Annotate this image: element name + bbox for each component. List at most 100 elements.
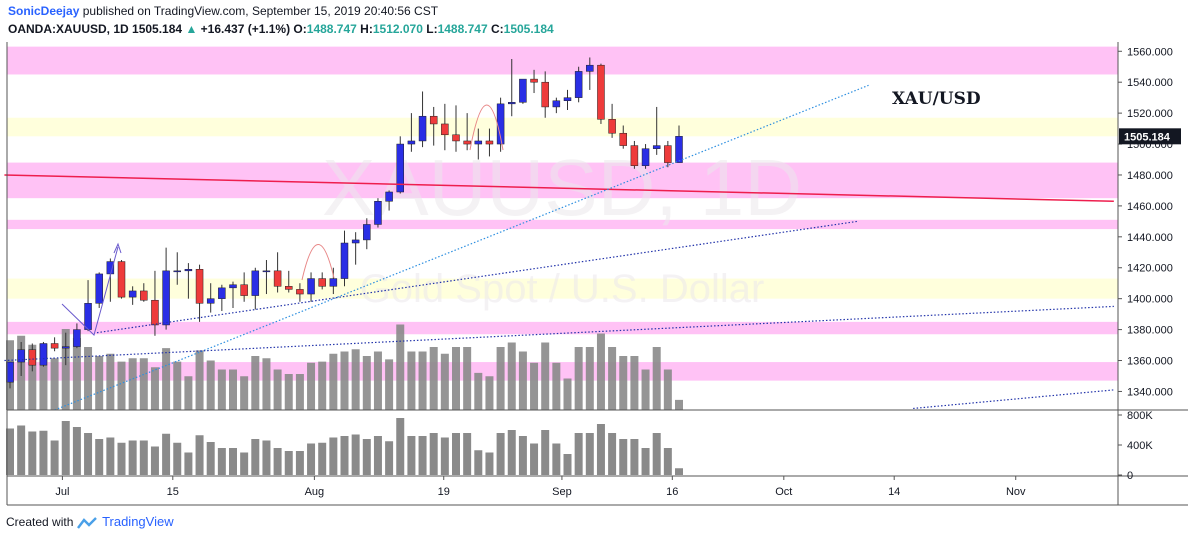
candle-body	[530, 78, 538, 83]
candle-body	[351, 239, 360, 244]
volume-bar	[150, 446, 159, 475]
candle-body	[17, 349, 25, 363]
trend-line-red-0	[4, 174, 1114, 203]
time-tick-label: 16	[666, 486, 678, 498]
price-pane-volume-bar	[429, 347, 438, 410]
volume-bar	[507, 430, 516, 475]
price-tick-label: 1440.000	[1127, 232, 1173, 244]
candle-body	[597, 64, 605, 120]
candle-body	[128, 290, 137, 298]
price-pane-volume-bar	[284, 374, 293, 410]
time-tick-label: 19	[438, 486, 450, 498]
time-tick-label: Aug	[305, 486, 325, 498]
close-value: 1505.184	[503, 22, 554, 36]
volume-bar	[95, 439, 104, 475]
time-tick-label: Sep	[552, 486, 572, 498]
price-pane-volume-bar	[251, 356, 260, 410]
time-tick-label: 15	[167, 486, 179, 498]
price-pane-volume-bar	[307, 362, 316, 410]
volume-bar	[240, 452, 249, 475]
price-pane-volume-bar	[396, 324, 405, 410]
price-tick-label: 1520.000	[1127, 108, 1173, 120]
price-tick-label: 1560.000	[1127, 46, 1173, 58]
axes: 1560.0001540.0001520.0001500.0001480.000…	[6, 42, 1188, 506]
price-pane-volume-bar	[229, 369, 237, 410]
candle-body	[173, 270, 181, 273]
price-pane-volume-bar	[518, 351, 527, 410]
candle-body	[6, 361, 14, 383]
price-pane-volume-bar	[652, 347, 661, 410]
volume-bar	[206, 442, 215, 475]
volume-bar	[39, 430, 48, 475]
volume-bar	[50, 440, 59, 475]
volume-bar	[195, 435, 204, 475]
volume-bar	[385, 441, 394, 475]
price-pane-volume-bar	[619, 356, 628, 410]
candle-body	[619, 132, 627, 146]
arrow-head-icon	[113, 242, 122, 254]
volume-bar	[184, 452, 193, 475]
candle-body	[117, 261, 126, 298]
volume-bar	[84, 433, 93, 475]
publish-line: SonicDeejay published on TradingView.com…	[8, 4, 438, 18]
volume-bar	[273, 448, 282, 475]
candle-body	[630, 145, 639, 166]
volume-bar	[17, 425, 26, 475]
price-pane-volume-bar	[474, 372, 483, 410]
candle-body	[73, 329, 81, 347]
volume-bar	[407, 436, 416, 475]
volume-bars	[6, 324, 683, 475]
time-tick-label: 14	[888, 486, 900, 498]
volume-bar	[496, 433, 505, 475]
price-pane-volume-bar	[530, 362, 539, 410]
volume-bar	[251, 439, 260, 475]
volume-bar	[485, 452, 494, 475]
candles	[6, 57, 683, 389]
zone-pink-0	[7, 46, 1118, 75]
price-pane-volume-bar	[675, 399, 683, 410]
volume-bar	[596, 424, 605, 475]
volume-bar	[675, 468, 683, 475]
arrow-annotation	[61, 246, 119, 336]
candle-body	[485, 140, 494, 145]
trend-line-navy-4	[913, 389, 1114, 410]
tradingview-brand[interactable]: TradingView	[102, 514, 174, 529]
price-pane-volume-bar	[195, 350, 204, 410]
zone-pink-5	[7, 321, 1118, 335]
candle-body	[418, 115, 427, 142]
candle-body	[218, 287, 226, 299]
candle-body	[184, 269, 193, 272]
volume-bar	[563, 454, 572, 475]
author-link[interactable]: SonicDeejay	[8, 4, 80, 18]
volume-bar	[173, 442, 182, 475]
volume-bar	[418, 436, 427, 475]
price-pane-volume-bar	[173, 361, 182, 410]
price-pane-volume-bar	[541, 342, 550, 410]
volume-tick-label: 800K	[1127, 410, 1153, 422]
candle-body	[50, 343, 59, 349]
price-tick-label: 1480.000	[1127, 170, 1173, 182]
candle-body	[407, 140, 416, 145]
price-pane-volume-bar	[217, 369, 226, 410]
annotations	[61, 104, 504, 336]
price-pane-volume-bar	[61, 329, 70, 410]
price-pane-volume-bar	[385, 359, 394, 410]
up-arrow-icon: ▲	[185, 22, 198, 36]
price-chart[interactable]: XAUUSD, 1D Gold Spot / U.S. Dollar XAU/U…	[0, 0, 1188, 510]
candle-body	[608, 119, 616, 134]
price-pane-volume-bar	[84, 347, 93, 410]
volume-bar	[619, 439, 628, 475]
candle-body	[151, 299, 159, 326]
price-tick-label: 1460.000	[1127, 201, 1173, 213]
volume-bar	[641, 448, 650, 475]
price-pane-volume-bar	[262, 358, 271, 410]
candle-body	[675, 136, 683, 163]
price-pane-volume-bar	[485, 376, 494, 410]
volume-bar	[329, 437, 338, 475]
price-pane-volume-bar	[574, 347, 583, 410]
price-pane-volume-bar	[329, 353, 338, 410]
price-pane-volume-bar	[630, 356, 639, 410]
price-pane-volume-bar	[507, 342, 516, 410]
candle-body	[273, 270, 282, 287]
trend-lines	[4, 84, 1114, 411]
